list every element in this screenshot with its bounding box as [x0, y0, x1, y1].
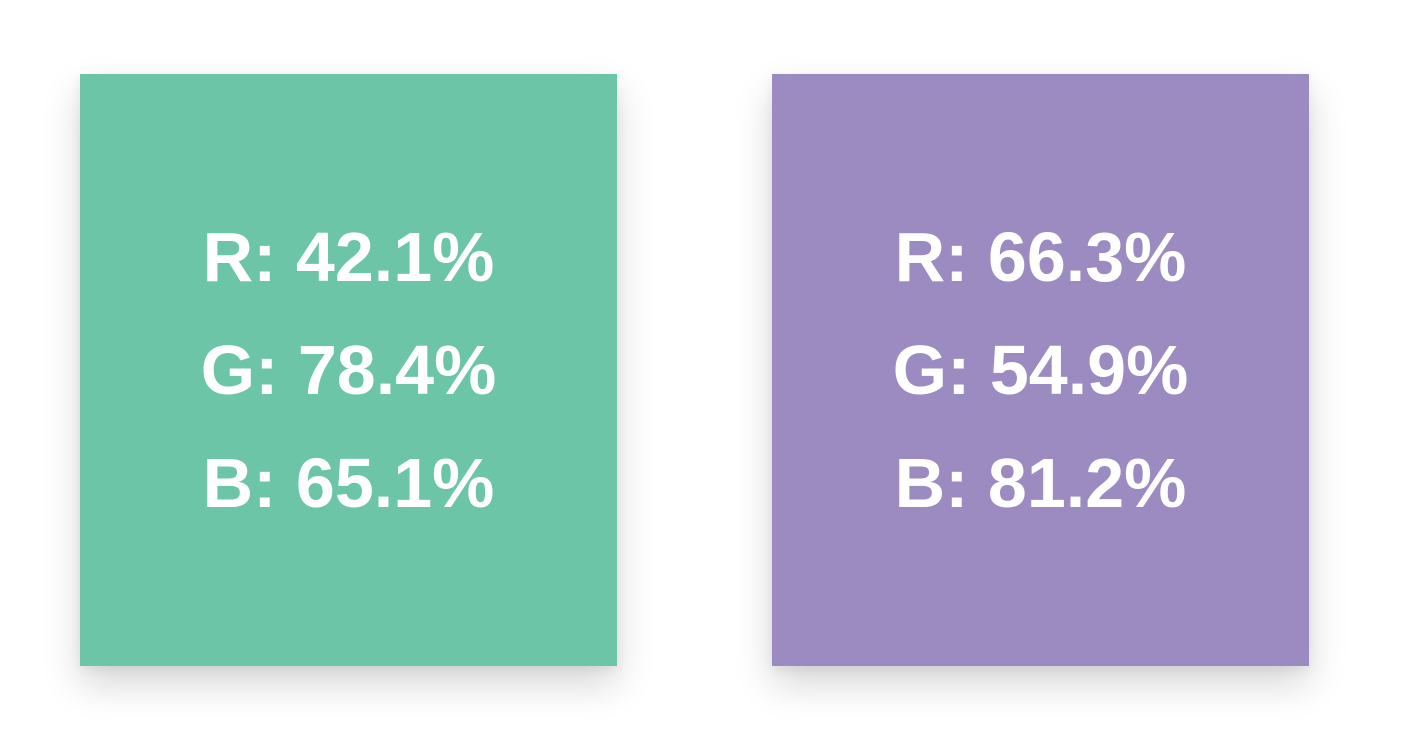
color-swatch-green: R: 42.1% G: 78.4% B: 65.1% — [80, 74, 617, 666]
green-channel-value: G: 54.9% — [892, 330, 1189, 409]
blue-channel-value: B: 81.2% — [894, 443, 1187, 522]
red-channel-value: R: 42.1% — [202, 217, 495, 296]
green-channel-value: G: 78.4% — [200, 330, 497, 409]
blue-channel-value: B: 65.1% — [202, 443, 495, 522]
color-swatch-purple: R: 66.3% G: 54.9% B: 81.2% — [772, 74, 1309, 666]
red-channel-value: R: 66.3% — [894, 217, 1187, 296]
